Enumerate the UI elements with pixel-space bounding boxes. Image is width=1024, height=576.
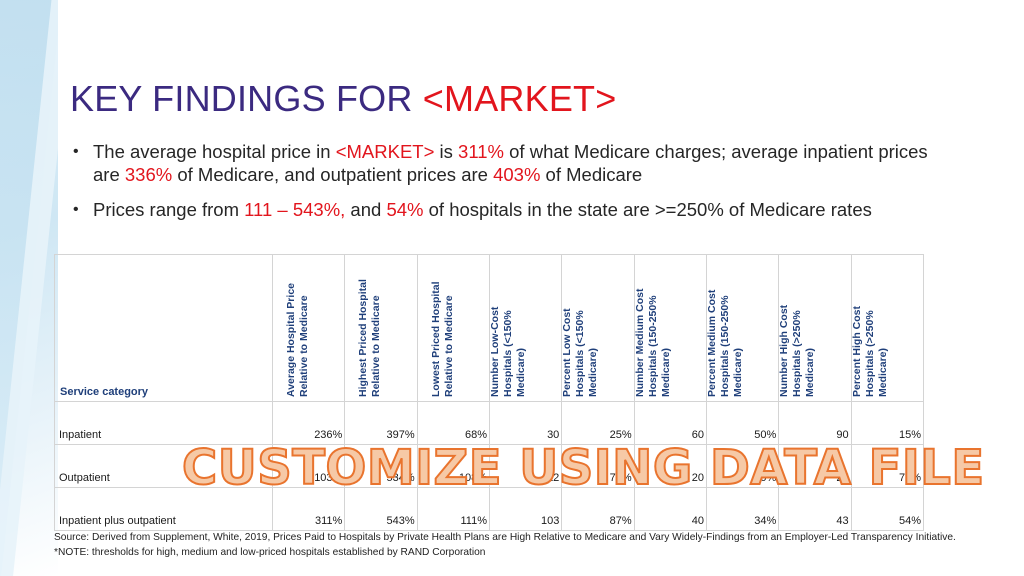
table-cell: 236% bbox=[271, 401, 346, 445]
bullet-text: is bbox=[434, 141, 459, 162]
table-row: Inpatient 236% 397% 68% 30 25% 60 50% 90 15% bbox=[54, 401, 925, 445]
highlighted-value: 336% bbox=[124, 164, 173, 185]
column-header-line: Hospitals (<150% bbox=[501, 310, 514, 397]
table-row: Outpatient 103% 534% 108% 12 70% 20 50% 27 76% bbox=[54, 444, 925, 488]
column-header: Percent High Cost Hospitals (>250% Medicar… bbox=[850, 254, 925, 402]
column-header-line: Percent High Cost bbox=[850, 305, 863, 397]
column-header: Highest Priced Hospital Relative to Medic… bbox=[344, 254, 418, 402]
table-cell: 68% bbox=[416, 401, 490, 445]
column-header: Number High Cost Hospitals (>250% Medicare… bbox=[778, 254, 852, 402]
table-cell: 54% bbox=[850, 487, 925, 531]
table-cell: 60 bbox=[633, 401, 707, 445]
threshold-note: *NOTE: thresholds for high, medium and l… bbox=[54, 546, 486, 558]
table-cell: 103% bbox=[271, 444, 346, 488]
table-cell: 90 bbox=[778, 401, 852, 445]
column-header-line: Medicare) bbox=[659, 347, 672, 397]
column-header-line: Hospitals (<150% bbox=[574, 310, 587, 397]
customize-overlay-text: CUSTOMIZE USING DATA FILE bbox=[181, 439, 985, 497]
table-cell: 25% bbox=[561, 401, 635, 445]
column-header-line: Average Hospital Price bbox=[285, 283, 297, 397]
table-cell: 543% bbox=[344, 487, 418, 531]
column-header-line: Hospitals (>250% bbox=[863, 310, 876, 397]
column-header: Number Medium Cost Hospitals (150-250% Med… bbox=[633, 254, 707, 402]
table-cell: 108% bbox=[416, 444, 490, 488]
column-header-line: Medicare) bbox=[876, 347, 889, 397]
column-header-line: Medicare) bbox=[731, 347, 744, 397]
bullet-text: of Medicare bbox=[540, 164, 643, 185]
column-header-line: Hospitals (150-250% bbox=[646, 295, 659, 397]
highlighted-value: 311% bbox=[458, 141, 504, 162]
table-cell: 397% bbox=[344, 401, 418, 445]
column-header-line: Percent Medium Cost bbox=[705, 289, 718, 397]
table-cell: 311% bbox=[271, 487, 346, 531]
finding-bullet: The average hospital price in <MARKET> i… bbox=[70, 140, 950, 186]
findings-table: Service category Average Hospital Price R… bbox=[54, 254, 925, 531]
table-cell: 70% bbox=[561, 444, 635, 488]
key-findings-list: The average hospital price in <MARKET> i… bbox=[70, 140, 950, 233]
table-body: Inpatient 236% 397% 68% 30 25% 60 50% 90 15% Outpa… bbox=[54, 401, 925, 531]
highlighted-value: 111 – 543%, bbox=[244, 199, 346, 220]
column-header: Number Low-Cost Hospitals (<150% Medicare) bbox=[488, 254, 563, 402]
highlighted-value: <MARKET> bbox=[335, 141, 435, 162]
service-category-header: Service category bbox=[54, 254, 273, 402]
column-header: Average Hospital Price Relative to Medica… bbox=[271, 254, 346, 402]
column-header-line: Relative to Medicare bbox=[298, 295, 310, 397]
table-cell: 15% bbox=[850, 401, 925, 445]
table-cell: 34% bbox=[705, 487, 780, 531]
column-header-line: Medicare) bbox=[804, 347, 817, 397]
column-header-line: Relative to Medicare bbox=[370, 295, 383, 397]
table-cell: 103 bbox=[488, 487, 563, 531]
table-row: Inpatient plus outpatient 311% 543% 111% 103… bbox=[54, 487, 925, 531]
page-title: KEY FINDINGS FOR <MARKET> bbox=[70, 78, 616, 120]
column-header-line: Medicare) bbox=[514, 347, 527, 397]
title-prefix: KEY FINDINGS FOR bbox=[70, 78, 423, 119]
service-category-cell: Inpatient bbox=[54, 401, 273, 445]
highlighted-value: 54% bbox=[386, 199, 424, 220]
table-cell: 27 bbox=[778, 444, 852, 488]
bullet-text: The average hospital price in bbox=[93, 141, 336, 162]
decorative-accent-bar bbox=[0, 0, 58, 576]
column-header-line: Number Low-Cost bbox=[488, 306, 501, 397]
column-header-line: Number High Cost bbox=[778, 304, 791, 397]
column-header: Percent Low Cost Hospitals (<150% Medicare… bbox=[561, 254, 635, 402]
bullet-text: Prices range from bbox=[93, 199, 245, 220]
column-header-line: Lowest Priced Hospital bbox=[429, 281, 442, 397]
column-header-line: Relative to Medicare bbox=[442, 295, 455, 397]
column-header-line: Percent Low Cost bbox=[561, 308, 574, 397]
source-citation: Source: Derived from Supplement, White, … bbox=[54, 532, 956, 543]
table-cell: 111% bbox=[416, 487, 490, 531]
service-category-cell: Inpatient plus outpatient bbox=[54, 487, 273, 531]
column-header-line: Hospitals (>250% bbox=[791, 310, 804, 397]
column-header-line: Medicare) bbox=[587, 347, 600, 397]
finding-bullet: Prices range from 111 – 543%, and 54% of… bbox=[70, 198, 950, 221]
title-highlight: <MARKET> bbox=[422, 78, 617, 119]
table-cell: 30 bbox=[488, 401, 563, 445]
table-cell: 50% bbox=[705, 401, 780, 445]
bullet-text: of what Medicare charges; average inpati… bbox=[93, 141, 928, 185]
source-note: Source: Derived from Supplement, White, … bbox=[54, 531, 974, 560]
column-header-line: Highest Priced Hospital bbox=[357, 279, 370, 397]
service-category-cell: Outpatient bbox=[54, 444, 273, 488]
column-header: Lowest Priced Hospital Relative to Medica… bbox=[416, 254, 490, 402]
bullet-text: of hospitals in the state are >=250% of … bbox=[423, 199, 872, 220]
column-header: Percent Medium Cost Hospitals (150-250% Me… bbox=[705, 254, 780, 402]
column-header-line: Number Medium Cost bbox=[633, 288, 646, 397]
table-cell: 50% bbox=[705, 444, 780, 488]
column-header-line: Hospitals (150-250% bbox=[718, 295, 731, 397]
bullet-text: and bbox=[345, 199, 387, 220]
table-header-row: Service category Average Hospital Price R… bbox=[54, 254, 925, 402]
bullet-text: of Medicare, and outpatient prices are bbox=[172, 164, 494, 185]
highlighted-value: 403% bbox=[493, 164, 541, 185]
